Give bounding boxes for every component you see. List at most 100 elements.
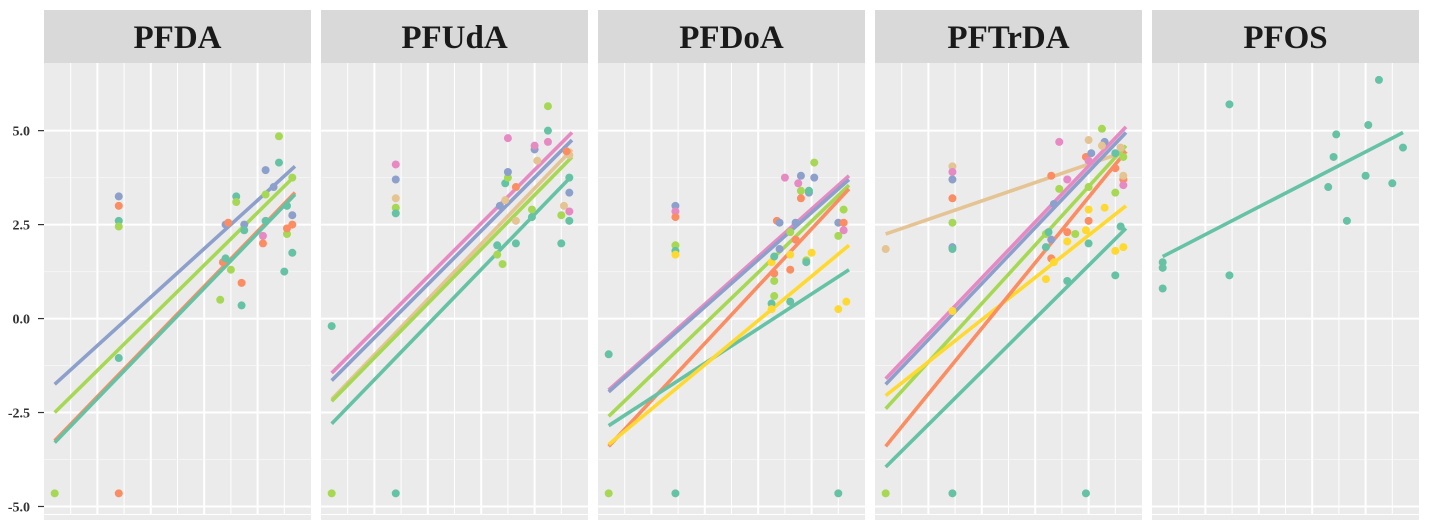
y-tick-label: -5.0 — [8, 500, 30, 515]
data-point — [1111, 189, 1119, 197]
data-point — [115, 202, 123, 210]
data-point — [392, 489, 400, 497]
data-point — [262, 217, 270, 225]
data-point — [528, 206, 536, 214]
facet-panel: PFDoA — [598, 10, 865, 520]
facet-panel: PFUdA — [321, 10, 588, 520]
data-point — [1324, 183, 1332, 191]
data-point — [533, 157, 541, 165]
data-point — [544, 102, 552, 110]
data-point — [1225, 100, 1233, 108]
data-point — [270, 183, 278, 191]
data-point — [1098, 142, 1106, 150]
data-point — [1085, 206, 1093, 214]
data-point — [834, 232, 842, 240]
data-point — [770, 292, 778, 300]
facet-panel: PFTrDA — [875, 10, 1142, 520]
data-point — [840, 206, 848, 214]
data-point — [51, 489, 59, 497]
data-point — [605, 489, 613, 497]
data-point — [528, 213, 536, 221]
data-point — [770, 269, 778, 277]
y-axis: 5.0 2.5 0.0 -2.5 -5.0 — [8, 125, 44, 516]
data-point — [1101, 204, 1109, 212]
data-point — [605, 350, 613, 358]
data-point — [671, 213, 679, 221]
data-point — [948, 245, 956, 253]
data-point — [1111, 271, 1119, 279]
data-point — [392, 194, 400, 202]
data-point — [792, 236, 800, 244]
data-point — [232, 198, 240, 206]
data-point — [544, 127, 552, 135]
data-point — [1055, 185, 1063, 193]
y-tick-label: 5.0 — [13, 125, 31, 140]
data-point — [227, 266, 235, 274]
data-point — [797, 172, 805, 180]
data-point — [671, 489, 679, 497]
data-point — [1082, 226, 1090, 234]
data-point — [115, 489, 123, 497]
data-point — [1085, 239, 1093, 247]
data-point — [948, 168, 956, 176]
data-point — [1111, 247, 1119, 255]
facet-panels: PFDA PFUdA PFDoA PFTrDA PFOS — [44, 10, 1419, 520]
data-point — [1343, 217, 1351, 225]
data-point — [328, 322, 336, 330]
next-row-strip — [1152, 515, 1419, 520]
facet-title: PFDA — [134, 20, 222, 56]
data-point — [834, 305, 842, 313]
data-point — [1119, 181, 1127, 189]
facet-title: PFDoA — [679, 20, 784, 56]
next-row-strip — [598, 515, 865, 520]
data-point — [499, 260, 507, 268]
data-point — [1111, 164, 1119, 172]
data-point — [544, 138, 552, 146]
data-point — [948, 194, 956, 202]
data-point — [115, 354, 123, 362]
data-point — [948, 176, 956, 184]
data-point — [1047, 236, 1055, 244]
data-point — [288, 211, 296, 219]
data-point — [1050, 258, 1058, 266]
data-point — [1085, 217, 1093, 225]
data-point — [512, 239, 520, 247]
data-point — [1063, 176, 1071, 184]
data-point — [504, 134, 512, 142]
data-point — [1159, 264, 1167, 272]
data-point — [557, 239, 565, 247]
data-point — [288, 249, 296, 257]
data-point — [565, 217, 573, 225]
y-tick-label: 0.0 — [13, 313, 31, 328]
data-point — [781, 174, 789, 182]
data-point — [948, 219, 956, 227]
data-point — [1330, 153, 1338, 161]
data-point — [805, 187, 813, 195]
data-point — [392, 160, 400, 168]
data-point — [1045, 228, 1053, 236]
data-point — [770, 253, 778, 261]
data-point — [808, 249, 816, 257]
facet-title: PFOS — [1243, 20, 1327, 56]
data-point — [1117, 144, 1125, 152]
data-point — [1399, 144, 1407, 152]
data-point — [770, 277, 778, 285]
data-point — [1082, 489, 1090, 497]
data-point — [1087, 149, 1095, 157]
data-point — [115, 192, 123, 200]
data-point — [1047, 172, 1055, 180]
data-point — [238, 301, 246, 309]
y-tick-label: -2.5 — [8, 407, 30, 422]
data-point — [948, 489, 956, 497]
data-point — [1055, 138, 1063, 146]
data-point — [512, 217, 520, 225]
data-point — [240, 226, 248, 234]
data-point — [834, 489, 842, 497]
data-point — [565, 174, 573, 182]
data-point — [531, 142, 539, 150]
data-point — [1362, 172, 1370, 180]
data-point — [275, 132, 283, 140]
next-row-strip — [875, 515, 1142, 520]
data-point — [776, 245, 784, 253]
data-point — [810, 159, 818, 167]
